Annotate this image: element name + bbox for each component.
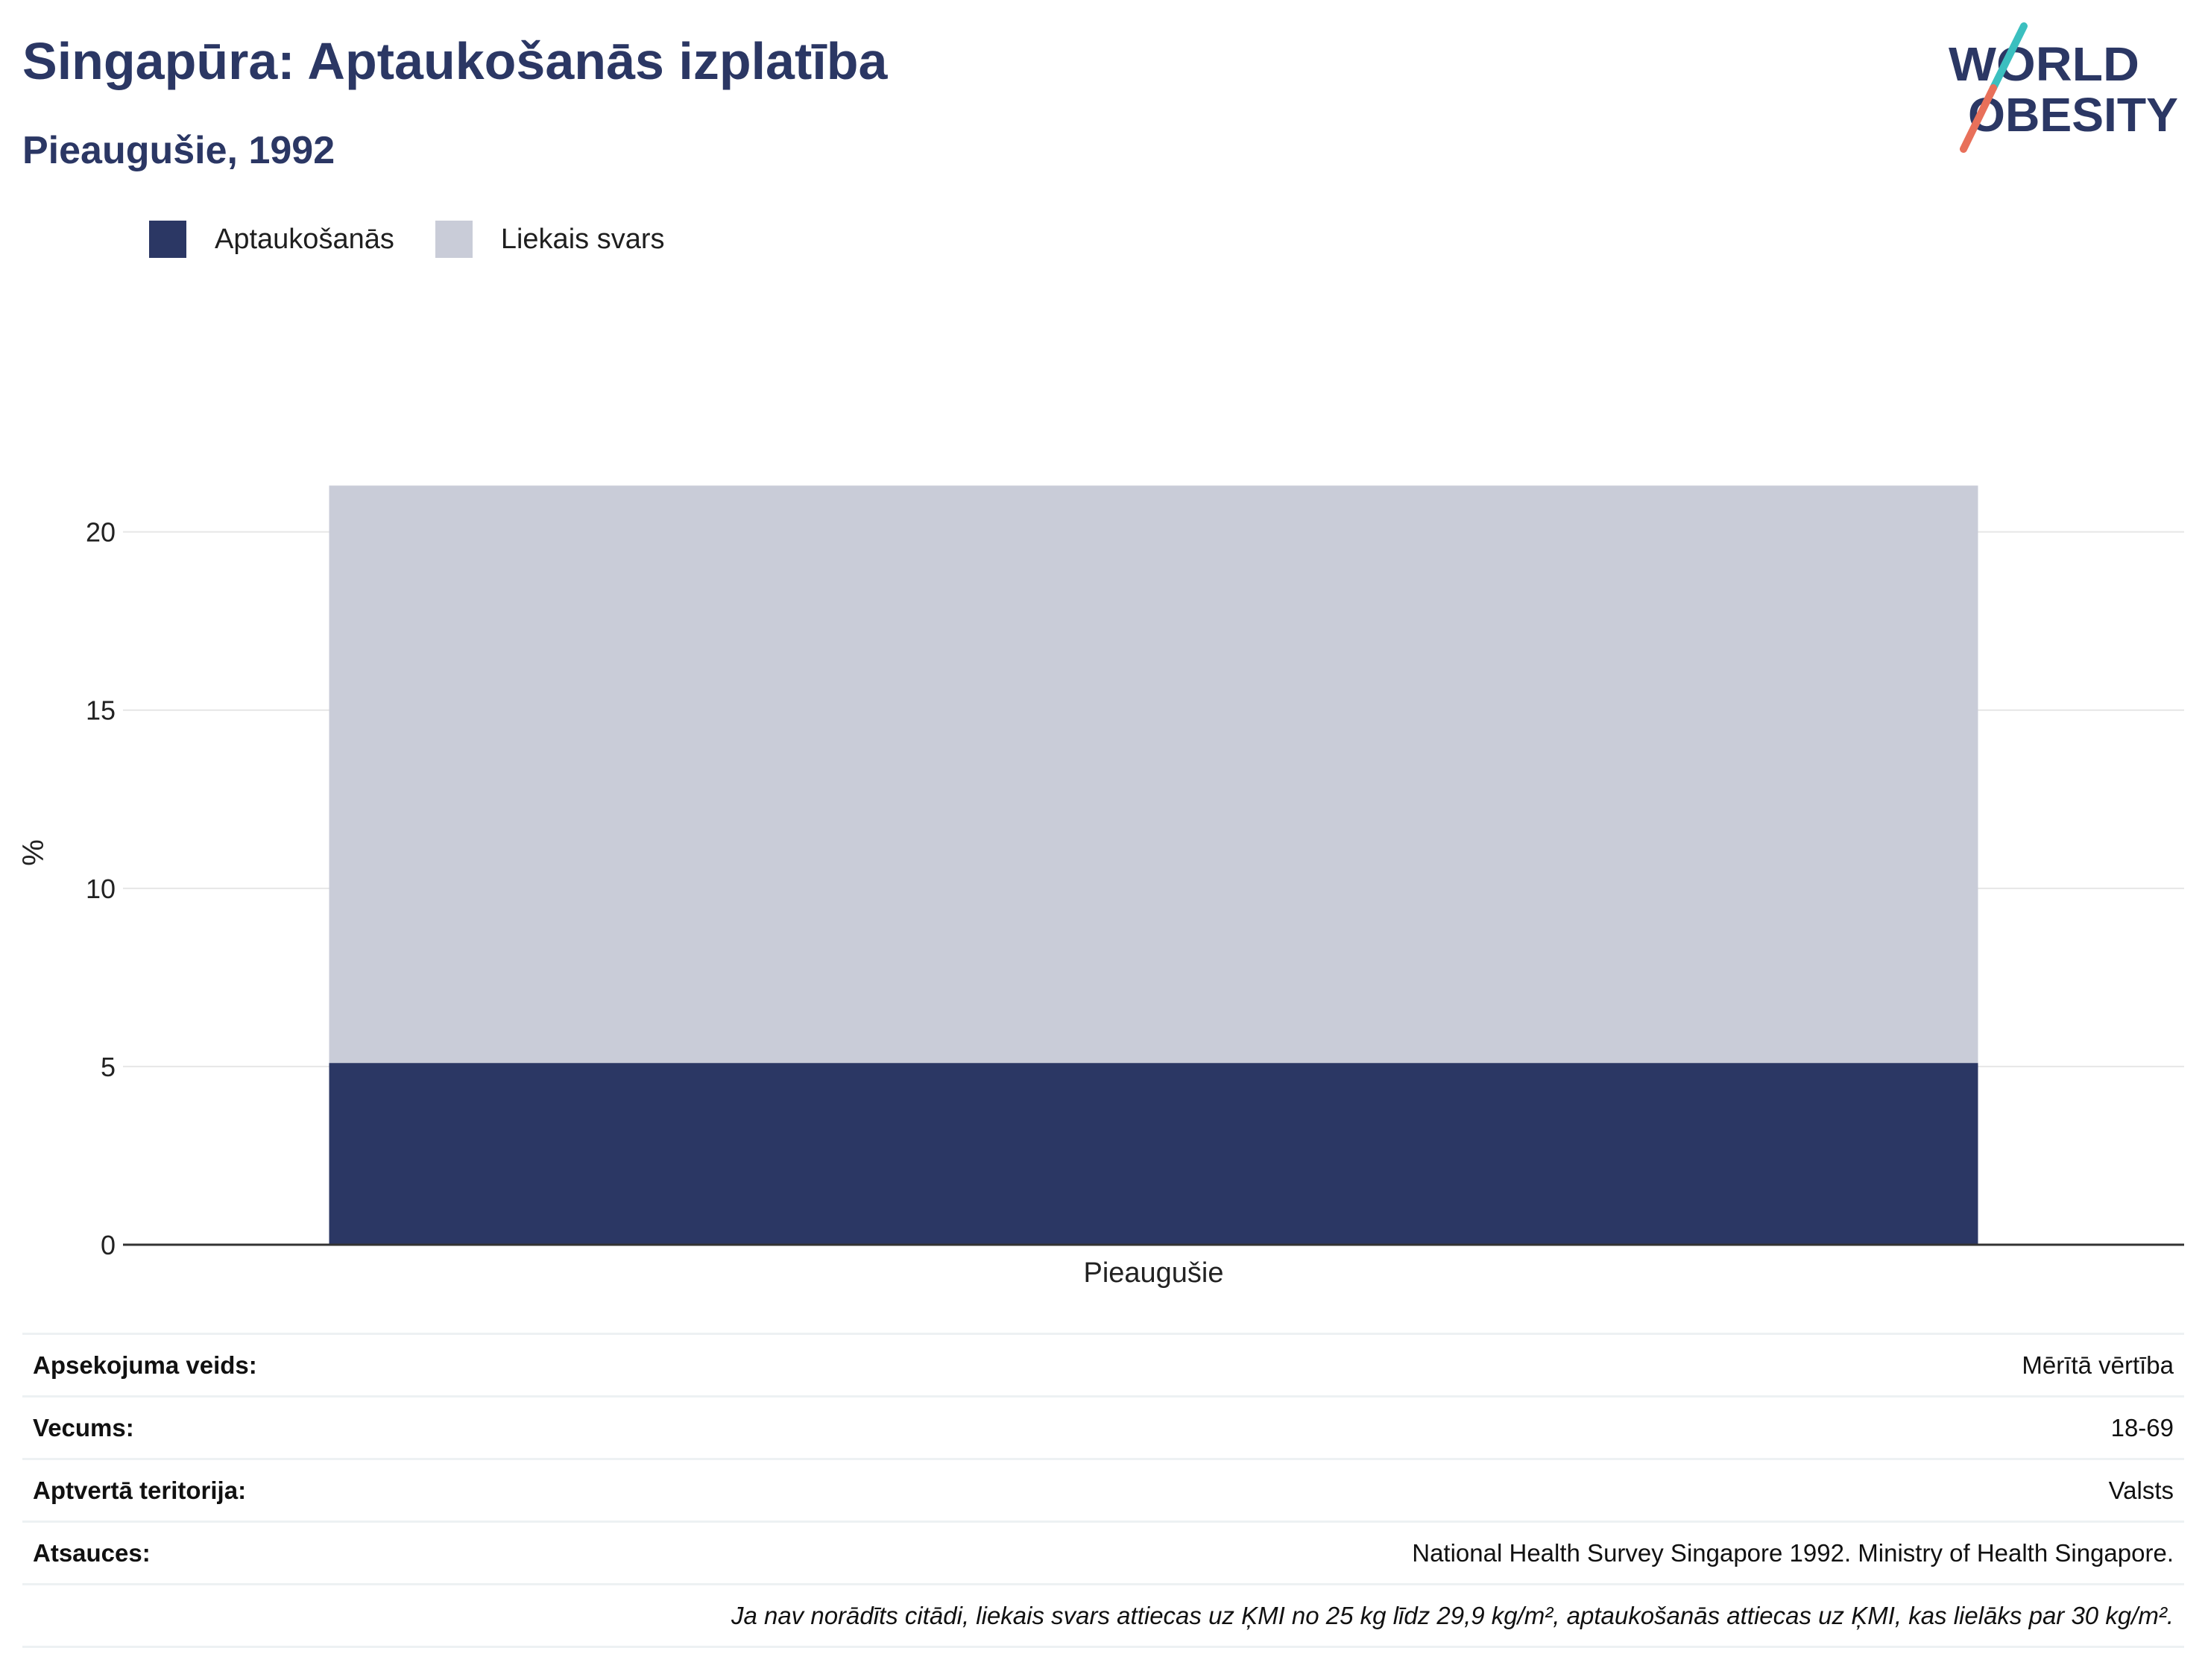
info-label: Atsauces:	[33, 1538, 151, 1567]
definition-note: Ja nav norādīts citādi, liekais svars at…	[731, 1601, 2174, 1629]
y-tick-label: 0	[101, 1230, 116, 1260]
logo-line2: OBESITY	[1968, 88, 2178, 142]
y-axis-label: %	[17, 839, 50, 866]
info-row-survey-type: Apsekojuma veids: Mērītā vērtība	[22, 1333, 2184, 1395]
chart-title: Singapūra: Aptaukošanās izplatība	[22, 32, 888, 90]
info-value: National Health Survey Singapore 1992. M…	[1412, 1538, 2174, 1567]
chart-legend: Aptaukošanās Liekais svars	[149, 221, 705, 258]
logo-slash-top	[1990, 22, 2028, 92]
world-obesity-logo: WORLD OBESITY	[1949, 22, 2178, 153]
chart-subtitle: Pieaugušie, 1992	[22, 129, 335, 172]
info-row-coverage: Aptvertā teritorija: Valsts	[22, 1458, 2184, 1520]
info-value: Valsts	[2108, 1476, 2174, 1504]
info-table: Apsekojuma veids: Mērītā vērtība Vecums:…	[22, 1333, 2184, 1648]
bar-segment-obesity[interactable]	[329, 1063, 1978, 1245]
info-label: Aptvertā teritorija:	[33, 1476, 247, 1504]
legend-label-overweight: Liekais svars	[500, 223, 665, 255]
info-value: 18-69	[2110, 1413, 2174, 1441]
info-row-note: Ja nav norādīts citādi, liekais svars at…	[22, 1583, 2184, 1648]
legend-label-obesity: Aptaukošanās	[215, 223, 394, 255]
legend-item-overweight[interactable]: Liekais svars	[435, 221, 665, 258]
legend-item-obesity[interactable]: Aptaukošanās	[149, 221, 394, 258]
x-category-label: Pieaugušie	[1083, 1257, 1223, 1289]
y-tick-label: 10	[86, 874, 116, 904]
y-tick-label: 5	[101, 1052, 116, 1082]
y-tick-label: 15	[86, 695, 116, 726]
logo-line1: WORLD	[1949, 37, 2139, 91]
bar-chart: 0 5 10 15 20 Pieaugušie%	[17, 485, 2184, 1289]
legend-swatch-overweight	[435, 221, 473, 258]
info-row-age: Vecums: 18-69	[22, 1395, 2184, 1458]
info-label: Vecums:	[33, 1413, 134, 1441]
legend-swatch-obesity	[149, 221, 186, 258]
logo-slash-bottom	[1960, 84, 1997, 153]
info-value: Mērītā vērtība	[2022, 1351, 2174, 1379]
info-label: Apsekojuma veids:	[33, 1351, 257, 1379]
y-tick-label: 20	[86, 517, 116, 548]
bar-segment-overweight[interactable]	[329, 485, 1978, 1064]
info-row-references: Atsauces: National Health Survey Singapo…	[22, 1520, 2184, 1583]
